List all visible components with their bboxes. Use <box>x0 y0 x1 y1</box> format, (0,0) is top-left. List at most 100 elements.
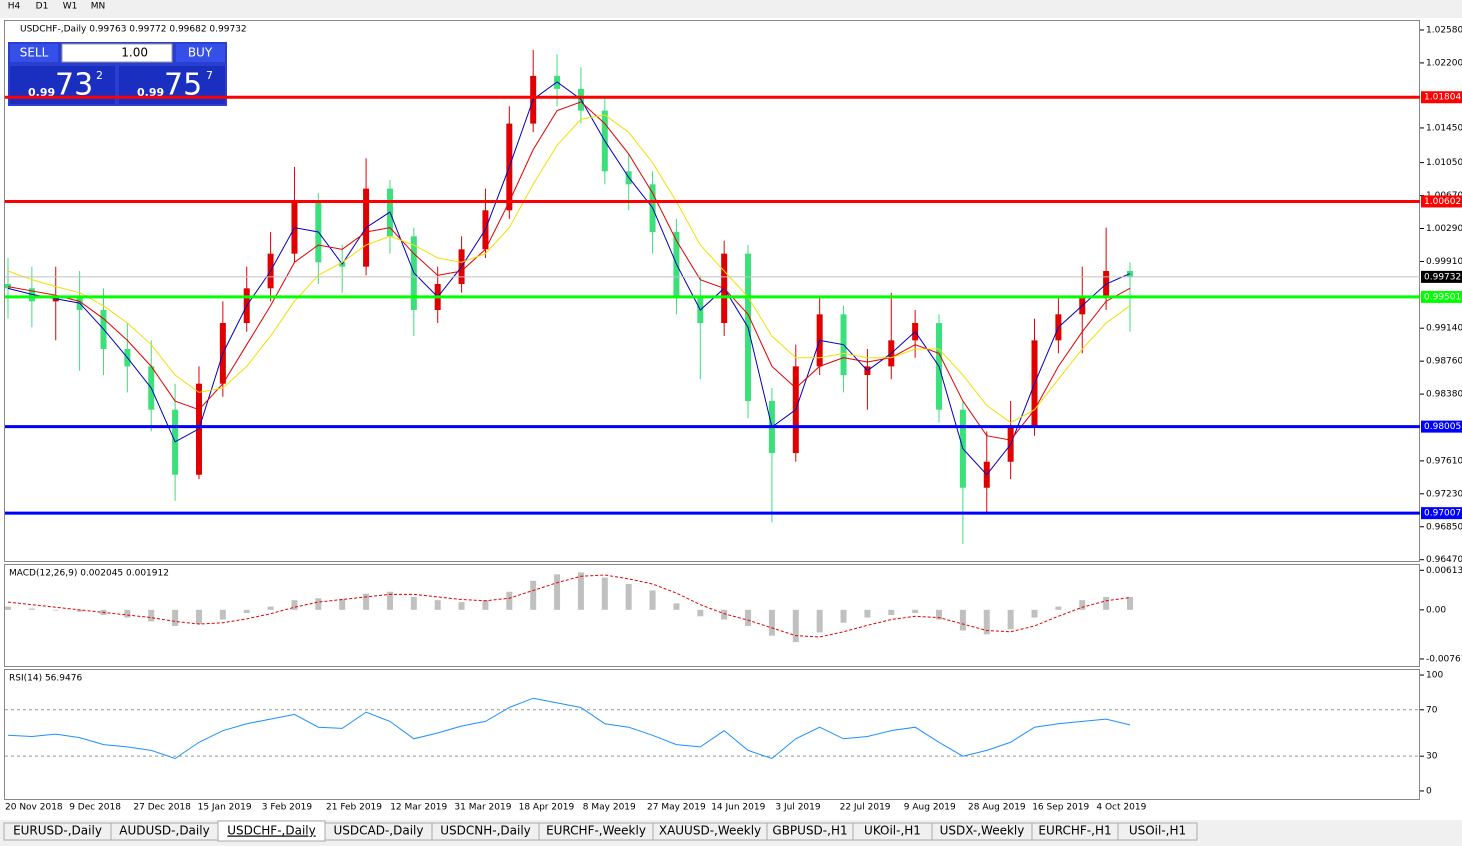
macd-bar <box>506 591 513 610</box>
macd-bar <box>745 609 752 626</box>
macd-bar <box>52 609 59 611</box>
level-label: 1.01804 <box>1424 93 1461 103</box>
sell-small: 2 <box>96 69 103 82</box>
level-box <box>1421 91 1462 104</box>
level-label: 1.00602 <box>1424 197 1461 207</box>
current-price-box <box>1421 270 1462 283</box>
tab-label[interactable]: USDCAD-,Daily <box>334 824 424 838</box>
x-tick-label: 3 Jul 2019 <box>775 803 820 813</box>
level-box <box>1421 290 1462 303</box>
buy-label: BUY <box>188 46 213 60</box>
macd-bar <box>601 577 608 610</box>
x-tick-label: 9 Dec 2018 <box>69 803 121 813</box>
macd-bar <box>28 608 35 610</box>
x-tick-label: 31 Mar 2019 <box>454 803 511 813</box>
macd-bar <box>386 591 393 610</box>
macd-bar <box>1079 600 1086 610</box>
macd-bar <box>5 606 11 610</box>
y-tick-label: 1.02200 <box>1426 58 1462 68</box>
tab-label[interactable]: USDX-,Weekly <box>940 824 1025 838</box>
x-tick-label: 12 Mar 2019 <box>390 803 447 813</box>
macd-bar <box>315 598 322 610</box>
macd-bar <box>291 600 298 610</box>
tab-label[interactable]: USOil-,H1 <box>1129 824 1186 838</box>
macd-bar <box>577 572 584 610</box>
buy-button[interactable] <box>176 44 225 62</box>
y-tick-label: 0.98380 <box>1426 390 1462 400</box>
macd-bar <box>649 590 656 610</box>
macd-bar <box>959 609 966 631</box>
tab-label[interactable]: UKOil-,H1 <box>864 824 921 838</box>
macd-bar <box>434 600 441 610</box>
x-tick-label: 27 Dec 2018 <box>133 803 191 813</box>
y-tick-label: 1.00290 <box>1426 224 1462 234</box>
macd-bar <box>219 609 226 620</box>
macd-bar <box>864 609 871 618</box>
line <box>7 574 1131 638</box>
macd-bar <box>76 609 83 612</box>
y-tick-label: 1.02580 <box>1426 25 1462 35</box>
panel-title: RSI(14) 56.9476 <box>9 674 82 684</box>
x-tick-label: 16 Sep 2019 <box>1032 803 1089 813</box>
y-tick-label: 70 <box>1426 705 1438 715</box>
x-tick-label: 15 Jan 2019 <box>198 803 252 813</box>
price-panel <box>4 20 1420 562</box>
macd-bar <box>840 609 847 623</box>
timeframe-bar <box>0 0 1462 18</box>
buy-small: 7 <box>206 69 213 82</box>
x-tick-label: 3 Feb 2019 <box>262 803 313 813</box>
tab-label[interactable]: EURCHF-,Weekly <box>546 824 646 838</box>
y-tick-label: 0.98760 <box>1426 357 1462 367</box>
timeframe[interactable]: W1 <box>63 2 78 12</box>
macd-bar <box>458 602 465 610</box>
level-box <box>1421 195 1462 208</box>
x-tick-label: 21 Feb 2019 <box>326 803 382 813</box>
macd-bar <box>1055 606 1062 610</box>
x-tick-label: 22 Jul 2019 <box>840 803 891 813</box>
tab-label[interactable]: EURUSD-,Daily <box>13 824 102 838</box>
macd-bar <box>792 609 799 643</box>
tab-label[interactable]: AUDUSD-,Daily <box>119 824 209 838</box>
macd-bar <box>673 603 680 610</box>
line <box>7 81 1131 476</box>
x-tick-label: 8 May 2019 <box>583 803 636 813</box>
current-price-label: 0.99732 <box>1424 272 1461 282</box>
candle-body <box>5 283 11 289</box>
y-tick-label: 0.96470 <box>1426 555 1462 565</box>
x-tick-label: 27 May 2019 <box>647 803 706 813</box>
macd-bar <box>554 574 561 610</box>
line <box>7 114 1131 424</box>
macd-bar <box>768 609 775 636</box>
panel-title: MACD(12,26,9) 0.002045 0.001912 <box>9 569 169 579</box>
level-label: 0.99501 <box>1424 292 1461 302</box>
tab-label[interactable]: XAUUSD-,Weekly <box>659 824 761 838</box>
timeframe[interactable]: H4 <box>8 2 21 12</box>
x-tick-label: 14 Jun 2019 <box>711 803 765 813</box>
macd-bar <box>625 584 632 610</box>
y-tick-label: 100 <box>1426 671 1443 681</box>
y-tick-label: 1.01050 <box>1426 158 1462 168</box>
y-tick-label: 0.00613 <box>1426 566 1462 576</box>
tab-label[interactable]: GBPUSD-,H1 <box>772 824 847 838</box>
tab-label[interactable]: USDCNH-,Daily <box>440 824 531 838</box>
macd-bar <box>912 609 919 614</box>
lot-input[interactable] <box>61 43 173 63</box>
macd-bar <box>243 609 250 614</box>
macd-bar <box>1007 609 1014 630</box>
timeframe[interactable]: MN <box>91 2 106 12</box>
macd-bar <box>172 609 179 626</box>
tab-label[interactable]: EURCHF-,H1 <box>1038 824 1111 838</box>
tab-label[interactable]: USDCHF-,Daily <box>227 824 315 838</box>
panel-title: USDCHF-,Daily 0.99763 0.99772 0.99682 0.… <box>20 25 247 35</box>
sell-label: SELL <box>20 46 49 60</box>
macd-bar <box>1127 596 1133 610</box>
level-label: 0.98005 <box>1424 422 1461 432</box>
x-tick-label: 9 Aug 2019 <box>904 803 956 813</box>
y-tick-label: 0.97610 <box>1426 456 1462 466</box>
y-tick-label: 30 <box>1426 752 1438 762</box>
y-tick-label: -0.00761 <box>1426 654 1462 664</box>
sell-button[interactable] <box>10 44 58 62</box>
tab[interactable] <box>1117 822 1198 841</box>
timeframe[interactable]: D1 <box>36 2 49 12</box>
